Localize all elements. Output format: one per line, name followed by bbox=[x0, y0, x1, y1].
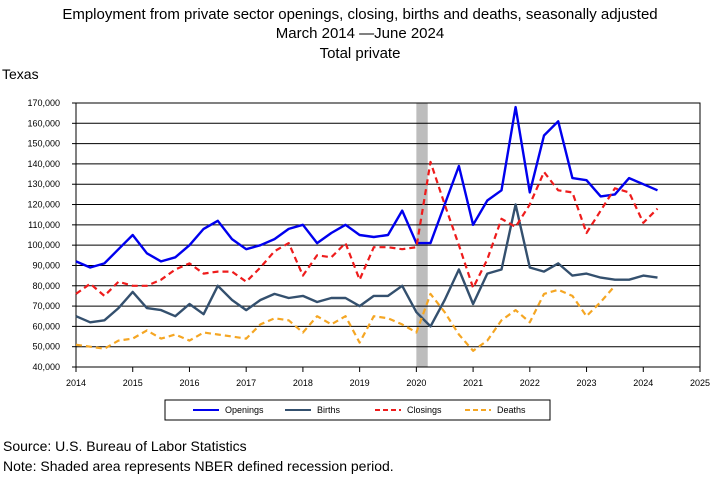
y-tick-label: 110,000 bbox=[28, 220, 60, 230]
births-line bbox=[75, 203, 658, 328]
recession-band bbox=[416, 103, 428, 367]
y-tick-label: 90,000 bbox=[32, 260, 60, 270]
y-tick-label: 150,000 bbox=[27, 139, 60, 149]
x-tick-label: 2018 bbox=[293, 378, 313, 388]
x-tick-label: 2019 bbox=[350, 378, 370, 388]
y-tick-label: 50,000 bbox=[32, 342, 60, 352]
x-tick-label: 2024 bbox=[633, 378, 653, 388]
x-tick-label: 2015 bbox=[123, 378, 143, 388]
y-tick-label: 60,000 bbox=[32, 321, 60, 331]
y-tick-label: 120,000 bbox=[27, 200, 60, 210]
source-note: Source: U.S. Bureau of Labor Statistics bbox=[3, 438, 247, 454]
y-tick-label: 130,000 bbox=[27, 179, 60, 189]
y-tick-label: 70,000 bbox=[32, 301, 60, 311]
state-label: Texas bbox=[2, 66, 39, 82]
x-tick-label: 2020 bbox=[406, 378, 426, 388]
deaths-line bbox=[75, 285, 616, 352]
chart-title: Employment from private sector openings,… bbox=[62, 6, 658, 23]
x-tick-label: 2016 bbox=[179, 378, 199, 388]
legend-label-closings: Closings bbox=[407, 405, 442, 415]
legend-label-births: Births bbox=[317, 405, 341, 415]
chart-subtitle: Total private bbox=[319, 45, 401, 62]
chart-date-range: March 2014 —June 2024 bbox=[275, 25, 445, 42]
legend-box bbox=[164, 399, 551, 421]
y-tick-label: 100,000 bbox=[27, 240, 60, 250]
legend-label-openings: Openings bbox=[225, 405, 264, 415]
y-tick-label: 80,000 bbox=[32, 281, 60, 291]
plot-frame bbox=[75, 102, 701, 368]
y-tick-label: 140,000 bbox=[27, 159, 60, 169]
x-tick-label: 2025 bbox=[690, 378, 710, 388]
x-tick-label: 2021 bbox=[463, 378, 483, 388]
y-tick-label: 170,000 bbox=[27, 98, 60, 108]
openings-line bbox=[75, 105, 658, 269]
x-tick-label: 2022 bbox=[520, 378, 540, 388]
y-tick-label: 40,000 bbox=[32, 362, 60, 372]
y-tick-label: 160,000 bbox=[27, 118, 60, 128]
closings-line bbox=[75, 160, 659, 297]
legend-label-deaths: Deaths bbox=[497, 405, 526, 415]
x-tick-label: 2014 bbox=[66, 378, 86, 388]
x-tick-label: 2023 bbox=[577, 378, 597, 388]
recession-note: Note: Shaded area represents NBER define… bbox=[3, 458, 394, 474]
x-tick-label: 2017 bbox=[236, 378, 256, 388]
